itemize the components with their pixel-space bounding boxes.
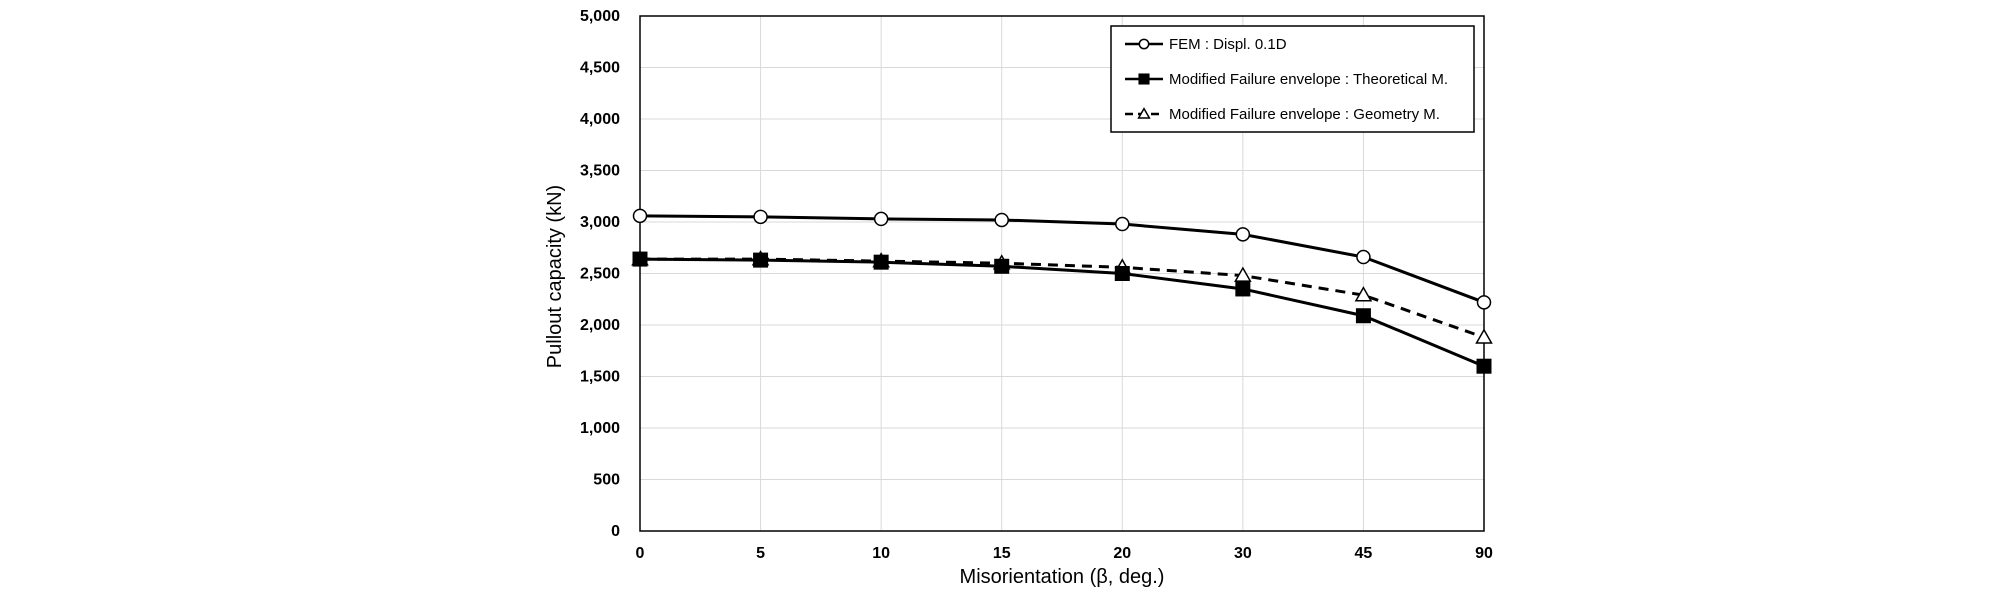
legend-label: Modified Failure envelope : Geometry M. [1169, 106, 1440, 123]
legend-label: Modified Failure envelope : Theoretical … [1169, 71, 1448, 88]
y-tick-label: 3,000 [580, 214, 620, 231]
series-line [639, 214, 1485, 304]
x-tick-label: 30 [1234, 545, 1252, 562]
x-tick-label: 20 [1113, 545, 1131, 562]
x-tick-label: 45 [1355, 545, 1373, 562]
data-point [1354, 286, 1373, 302]
data-point [1114, 266, 1130, 281]
legend-box [1110, 25, 1475, 133]
data-point [1475, 328, 1493, 344]
data-point [873, 211, 889, 227]
y-tick-label: 1,500 [580, 369, 620, 386]
y-tick-label: 2,000 [580, 317, 620, 334]
axis-titles: Misorientation (β, deg.) Pullout capacit… [544, 185, 1164, 588]
legend-label: FEM : Displ. 0.1D [1169, 36, 1287, 53]
data-point [1476, 358, 1492, 374]
y-tick-label: 3,500 [580, 163, 620, 180]
data-point [1115, 216, 1130, 232]
data-point [632, 251, 648, 267]
y-axis-title: Pullout capacity (kN) [544, 185, 566, 368]
x-tick-label: 10 [872, 545, 890, 562]
legend: FEM : Displ. 0.1D Modified Failure envelo… [1110, 25, 1475, 133]
x-tick-label: 90 [1475, 545, 1493, 562]
series-1 [632, 208, 1492, 310]
y-tick-label: 0 [611, 523, 620, 540]
y-tick-label: 5,000 [580, 8, 620, 25]
series-line [639, 257, 1485, 368]
data-point [753, 209, 768, 225]
x-tick-label: 0 [636, 545, 645, 562]
y-tick-label: 2,500 [580, 266, 620, 283]
data-point [994, 212, 1009, 228]
data-point [994, 258, 1010, 274]
legend-entry: Modified Failure envelope : Theoretical … [1125, 71, 1448, 88]
data-point [1476, 295, 1492, 310]
series-group [631, 208, 1493, 374]
legend-marker [1138, 38, 1150, 50]
data-point [873, 254, 889, 270]
data-point [1355, 308, 1371, 324]
y-tick-label: 500 [593, 472, 620, 489]
series-2 [632, 251, 1492, 374]
data-point [1234, 266, 1252, 282]
legend-marker [1137, 107, 1151, 119]
data-point [1235, 281, 1251, 297]
x-tick-label: 5 [756, 545, 765, 562]
legend-entry: Modified Failure envelope : Geometry M. [1125, 106, 1440, 123]
y-tick-label: 4,000 [580, 111, 620, 128]
x-axis-title: Misorientation (β, deg.) [960, 566, 1165, 588]
axes: 0 500 1,000 1,500 2,000 2,500 3,000 3,500 4,000 4… [580, 8, 1493, 562]
y-tick-label: 1,000 [580, 420, 620, 437]
data-point [753, 252, 769, 268]
y-tick-label: 4,500 [580, 60, 620, 77]
data-point [1356, 249, 1371, 265]
data-point [632, 208, 648, 224]
x-tick-label: 15 [993, 545, 1011, 562]
legend-marker [1138, 73, 1150, 85]
data-point [1235, 227, 1251, 242]
plot-frame [639, 15, 1485, 532]
legend-entry: FEM : Displ. 0.1D [1125, 36, 1287, 53]
